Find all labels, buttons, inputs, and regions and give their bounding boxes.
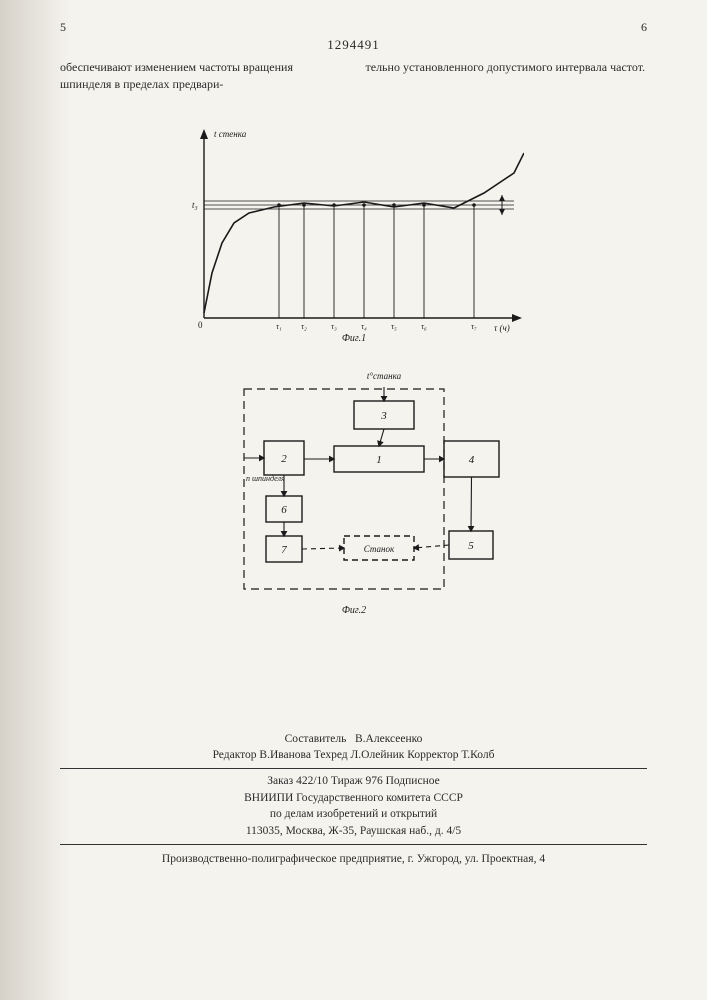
credit-compiler: Составитель В.Алексеенко [60,731,647,748]
fig2-arrows [244,387,473,551]
fig2-boxes: 1 2 3 4 5 6 7 Станок [264,401,499,562]
svg-text:Станок: Станок [363,544,394,554]
fig1-y-label: t стенка [214,129,247,139]
svg-text:4: 4 [468,454,474,466]
page: 5 6 1294491 обеспечивают изменением част… [0,0,707,1000]
page-num-left: 5 [60,20,66,35]
svg-text:τ₄: τ₄ [361,322,367,331]
fig1-caption: Фиг.1 [341,333,365,343]
credit-org2: по делам изобретений и открытий [60,806,647,823]
svg-text:6: 6 [281,504,287,516]
credit-order: Заказ 422/10 Тираж 976 Подписное [60,773,647,790]
svg-text:5: 5 [468,540,474,552]
svg-text:τ₂: τ₂ [301,322,307,331]
svg-text:3: 3 [380,410,387,422]
credit-org1: ВНИИПИ Государственного комитета СССР [60,790,647,807]
right-column: тельно установленного допустимого интерв… [366,59,648,93]
credits-block: Составитель В.Алексеенко Редактор В.Иван… [60,731,647,845]
figure-1: t стенка t₃ 0 τ (ч) τ₁ τ₂ τ₃ τ₄ τ₅ τ₆ τ₇ Фиг.1 [184,123,524,343]
credit-compiler-name: В.Алексеенко [355,733,422,745]
fig1-x-end: τ (ч) [494,323,510,333]
svg-text:τ₅: τ₅ [391,322,397,331]
credit-addr: 113035, Москва, Ж-35, Раушская наб., д. … [60,823,647,840]
fig1-drop-lines [277,203,476,318]
credit-roles: Редактор В.Иванова Техред Л.Олейник Корр… [60,747,647,764]
page-number-row: 5 6 [60,20,647,35]
svg-text:1: 1 [376,454,382,466]
svg-text:τ₁: τ₁ [276,322,282,331]
credit-compiler-label: Составитель [285,733,347,745]
fig2-top-label: t°станка [366,371,401,381]
fig2-caption: Фиг.2 [341,605,365,616]
figures-region: t стенка t₃ 0 τ (ч) τ₁ τ₂ τ₃ τ₄ τ₅ τ₆ τ₇ Фиг.1 [60,123,647,621]
svg-text:τ₃: τ₃ [331,322,337,331]
fig1-y-marker: t₃ [192,200,198,210]
rule-2 [60,844,647,845]
left-column: обеспечивают изменением частоты вращения… [60,59,342,93]
body-text: обеспечивают изменением частоты вращения… [60,59,647,93]
svg-text:2: 2 [281,453,287,465]
patent-number: 1294491 [60,37,647,53]
page-num-right: 6 [641,20,647,35]
figure-2: t°станка n шпинделя 1234567Станок Фиг.2 [174,361,534,621]
svg-text:7: 7 [281,544,287,556]
svg-text:τ₇: τ₇ [471,322,477,331]
footer-line: Производственно-полиграфическое предприя… [60,853,647,865]
rule-1 [60,768,647,769]
svg-text:τ₆: τ₆ [421,322,427,331]
fig1-origin: 0 [198,320,203,330]
fig1-x-ticks: τ₁ τ₂ τ₃ τ₄ τ₅ τ₆ τ₇ [276,322,477,331]
